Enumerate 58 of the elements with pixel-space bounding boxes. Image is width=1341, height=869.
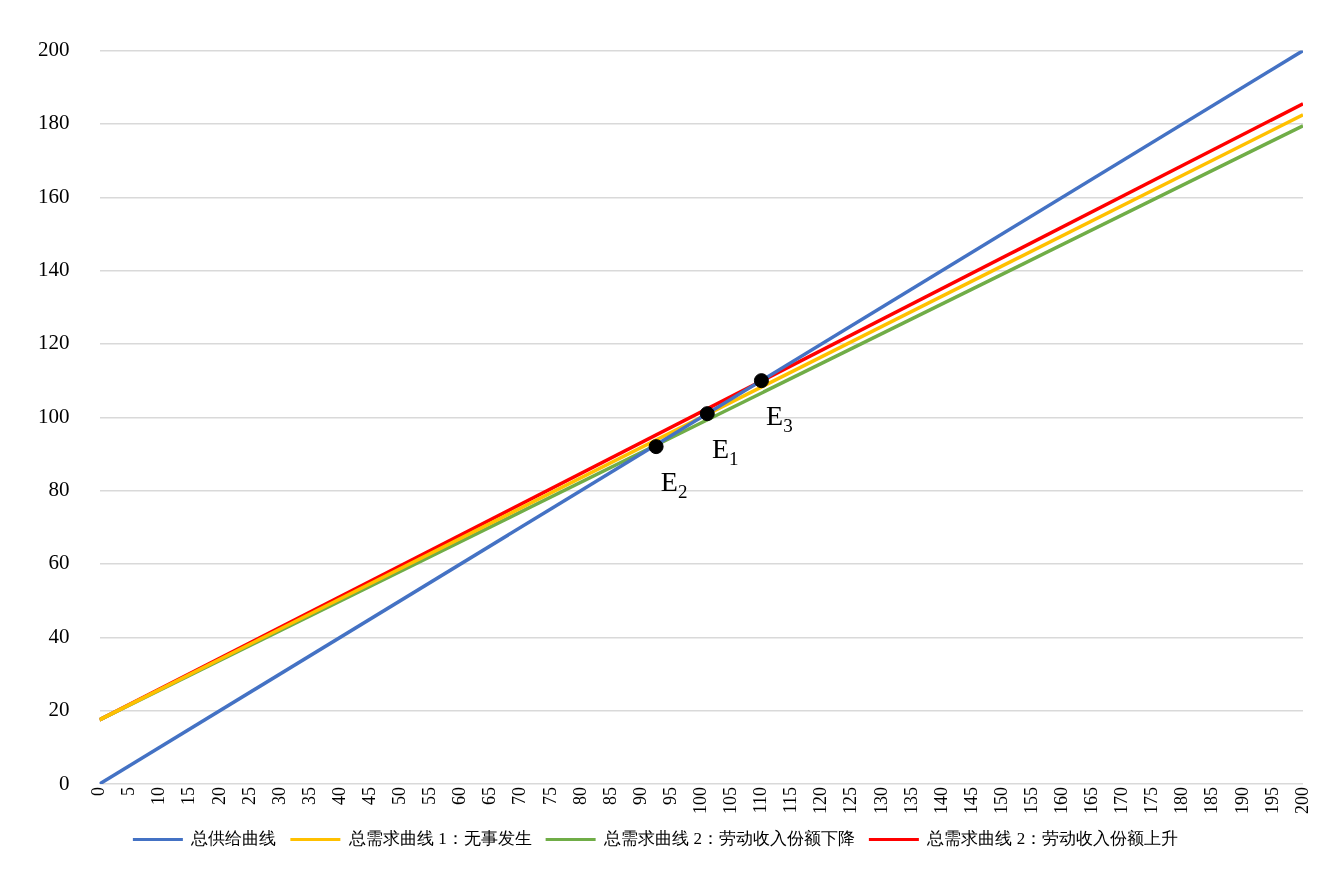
- y-tick-label: 60: [48, 550, 70, 575]
- y-tick-label: 180: [38, 110, 70, 135]
- y-tick-label: 200: [38, 37, 70, 62]
- x-tick-label: 105: [720, 787, 741, 814]
- x-tick-label: 130: [870, 787, 891, 814]
- x-tick-label: 155: [1020, 787, 1041, 814]
- x-tick-label: 90: [629, 787, 650, 805]
- x-tick-label: 95: [659, 787, 680, 805]
- x-tick-label: 20: [208, 787, 229, 805]
- x-tick-label: 170: [1111, 787, 1132, 814]
- y-tick-label: 40: [48, 623, 70, 648]
- legend-label: 总需求曲线 2：劳动收入份额下降: [603, 828, 855, 848]
- x-tick-label: 40: [328, 787, 349, 805]
- x-tick-label: 25: [238, 787, 259, 805]
- x-tick-label: 5: [118, 787, 139, 796]
- x-tick-label: 135: [900, 787, 921, 814]
- x-tick-label: 60: [449, 787, 470, 805]
- x-tick-label: 80: [569, 787, 590, 805]
- y-tick-label: 120: [38, 330, 70, 355]
- legend-label: 总需求曲线 2：劳动收入份额上升: [926, 828, 1179, 848]
- x-tick-label: 75: [539, 787, 560, 805]
- x-tick-label: 120: [810, 787, 831, 814]
- x-tick-label: 150: [990, 787, 1011, 814]
- x-tick-label: 165: [1081, 787, 1102, 814]
- point: [699, 406, 715, 422]
- y-tick-label: 80: [48, 477, 70, 502]
- x-tick-label: 180: [1171, 787, 1192, 814]
- y-tick-label: 160: [38, 183, 70, 208]
- x-tick-label: 145: [960, 787, 981, 814]
- point: [648, 439, 664, 455]
- x-tick-label: 160: [1051, 787, 1072, 814]
- x-tick-label: 200: [1291, 787, 1312, 814]
- y-tick-label: 20: [48, 697, 70, 722]
- y-tick-label: 100: [38, 403, 70, 428]
- x-tick-label: 195: [1261, 787, 1282, 814]
- x-tick-label: 85: [599, 787, 620, 805]
- y-tick-label: 140: [38, 257, 70, 282]
- x-tick-label: 190: [1231, 787, 1252, 814]
- x-tick-label: 175: [1141, 787, 1162, 814]
- x-tick-label: 50: [389, 787, 410, 805]
- x-tick-label: 30: [268, 787, 289, 805]
- x-tick-label: 140: [930, 787, 951, 814]
- x-tick-label: 10: [148, 787, 169, 805]
- x-tick-label: 125: [840, 787, 861, 814]
- x-tick-label: 100: [689, 787, 710, 814]
- legend-label: 总供给曲线: [190, 828, 277, 848]
- x-tick-label: 185: [1201, 787, 1222, 814]
- point: [753, 373, 769, 389]
- x-tick-label: 70: [509, 787, 530, 805]
- x-tick-label: 115: [780, 787, 801, 814]
- x-tick-label: 15: [178, 787, 199, 805]
- x-tick-label: 55: [419, 787, 440, 805]
- x-tick-label: 45: [359, 787, 380, 805]
- x-tick-label: 0: [88, 787, 109, 796]
- x-tick-label: 35: [298, 787, 319, 805]
- x-tick-label: 110: [750, 787, 771, 814]
- legend-label: 总需求曲线 1：无事发生: [347, 828, 532, 848]
- x-tick-label: 65: [479, 787, 500, 805]
